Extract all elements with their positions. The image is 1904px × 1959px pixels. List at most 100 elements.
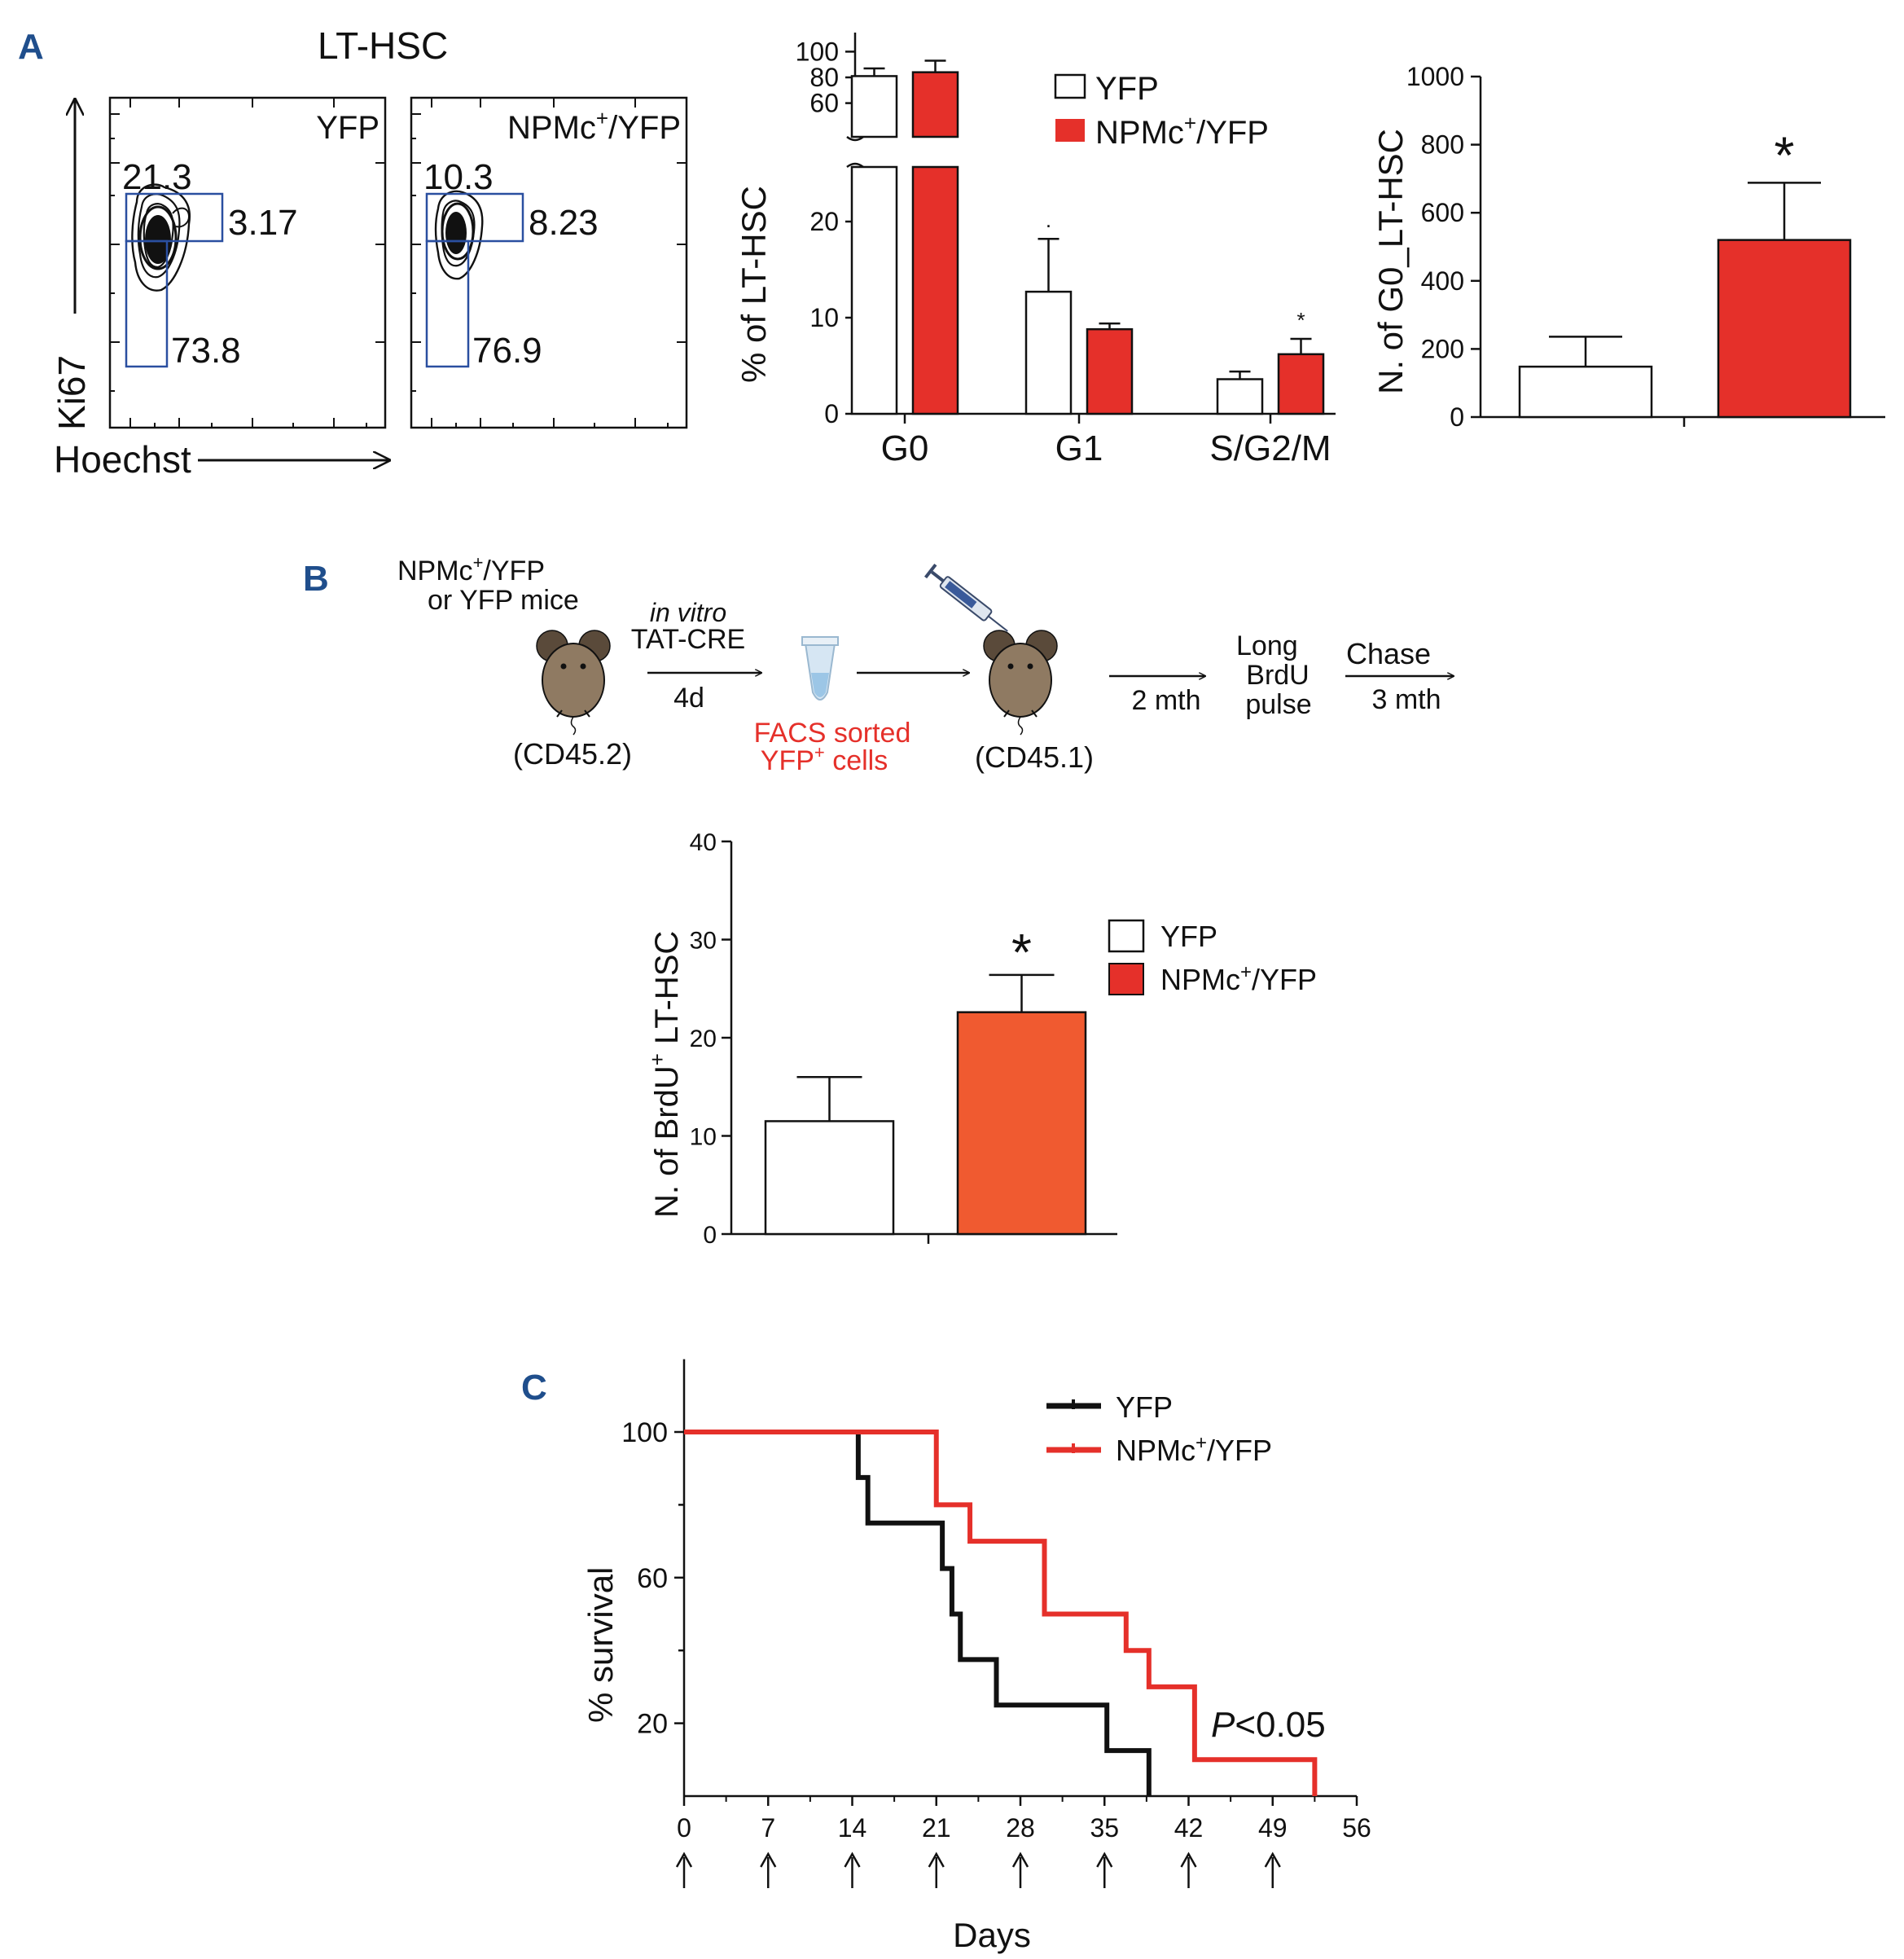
quadrant-right-value: 8.23 <box>529 203 599 243</box>
legend-label-npmc: NPMc+/YFP <box>1160 961 1317 996</box>
facs-ticks <box>110 98 385 428</box>
cc-ytick-label: 10 <box>809 303 839 332</box>
cc-bar-upper <box>850 75 898 138</box>
hoechst-label: Hoechst <box>54 438 191 481</box>
cc-ytick-label: 20 <box>809 207 839 236</box>
long-label: Long <box>1236 630 1298 661</box>
treatment-arrowhead <box>1264 1851 1281 1868</box>
facs-contour <box>434 190 484 280</box>
legend-label-yfp: YFP <box>1116 1390 1173 1424</box>
surv-ytick-label: 20 <box>637 1709 668 1740</box>
facs-ticks <box>411 98 687 428</box>
surv-xtick-label: 49 <box>1258 1813 1288 1843</box>
sort2-sup: + <box>814 742 825 762</box>
brdu-ytick-label: 20 <box>690 1026 717 1052</box>
cc-bar <box>1216 378 1264 415</box>
gate-bottom <box>125 239 169 368</box>
facs-contour <box>131 183 191 292</box>
surv-xtick-label: 7 <box>761 1813 775 1843</box>
gate-top <box>425 192 524 243</box>
facs-sorted-label: FACS sorted <box>754 718 911 749</box>
donor-label: (CD45.2) <box>513 737 632 771</box>
cc-bar <box>1277 353 1325 415</box>
legend-label-yfp: YFP <box>1160 920 1217 953</box>
treatment-arrowhead <box>844 1851 861 1868</box>
cc-ytick-label: 80 <box>809 63 839 92</box>
brdu-ylabel-rest: LT-HSC <box>649 931 685 1053</box>
pvalue-p: P <box>1211 1705 1235 1745</box>
src1-main: NPMc <box>397 556 473 586</box>
legend-npmc-sup: + <box>1240 961 1252 983</box>
g0-ytick-label: 400 <box>1421 266 1464 296</box>
brdu-bar <box>764 1120 895 1236</box>
cc-bar <box>1086 327 1134 415</box>
recipient-mouse-icon <box>983 630 1058 736</box>
survival-xlabel: Days <box>953 1916 1031 1954</box>
g0-bar <box>1518 365 1653 419</box>
gate-top <box>125 192 224 243</box>
surv-ytick-label: 60 <box>637 1563 668 1594</box>
facs-plot-label: YFP <box>316 110 379 146</box>
g0-bar <box>1717 239 1852 419</box>
quadrant-right-value: 3.17 <box>228 203 298 243</box>
cc-xtick-label: G0 <box>881 428 929 468</box>
survival-line-npmc <box>684 1430 1318 1796</box>
cc-ytick-label: 100 <box>796 37 839 66</box>
wait-label: 2 mth <box>1131 685 1200 716</box>
treatment-arrowhead <box>675 1851 693 1868</box>
survival-line-yfp <box>684 1430 1152 1796</box>
facs-frame <box>410 96 688 429</box>
survival-legend: YFP NPMc+/YFP <box>1046 1390 1272 1467</box>
source-mice-line2: or YFP mice <box>428 585 579 616</box>
cc-ytick-label: 0 <box>824 399 839 428</box>
g0-ytick-label: 800 <box>1421 130 1464 160</box>
panel-letter-a: A <box>18 27 44 67</box>
brdu-bar <box>956 1011 1087 1236</box>
legend-swatch-yfp <box>1108 919 1145 953</box>
legend-swatch-npmc <box>1055 119 1085 142</box>
legend-label-npmc: NPMc+/YFP <box>1095 111 1269 151</box>
legend-label-npmc: NPMc+/YFP <box>1116 1432 1272 1467</box>
syringe-icon <box>923 563 1008 632</box>
treatment-arrowhead <box>1096 1851 1113 1868</box>
brdu-ytick-label: 30 <box>690 928 717 955</box>
treatment-arrowhead <box>1180 1851 1197 1868</box>
survival-ylabel: % survival <box>581 1567 620 1723</box>
brdu-ylabel: N. of BrdU+ LT-HSC <box>645 931 685 1218</box>
brdu-ytick-label: 10 <box>690 1124 717 1151</box>
gate-bottom <box>425 239 470 368</box>
panel-letter-c: C <box>521 1368 547 1408</box>
surv-xtick-label: 56 <box>1342 1813 1371 1843</box>
cc-annotation: * <box>1296 308 1305 332</box>
brdu-ylabel-main: N. of BrdU <box>649 1065 685 1218</box>
g0-annotation: * <box>1775 125 1795 184</box>
cc-ylabel: % of LT-HSC <box>735 186 773 383</box>
days-label: 4d <box>673 683 704 714</box>
treatment-arrowhead <box>1011 1851 1029 1868</box>
surv-xtick-label: 42 <box>1174 1813 1204 1843</box>
surv-xtick-label: 0 <box>677 1813 691 1843</box>
cc-bar-upper <box>911 71 959 138</box>
legend-swatch-npmc <box>1108 963 1144 995</box>
label-main: NPMc <box>507 110 596 146</box>
panel-letter-b: B <box>303 559 329 599</box>
facs-plot-label: NPMc+/YFP <box>507 106 681 146</box>
surv-ytick-label: 100 <box>621 1417 668 1448</box>
brdu-legend: YFP NPMc+/YFP <box>1108 919 1317 996</box>
legend-npmc-main: NPMc <box>1095 115 1184 151</box>
quadrant-bottom-value: 73.8 <box>171 331 241 371</box>
cc-bar-lower <box>911 165 959 415</box>
g0count-chart: N. of G0_LT-HSC 0 200 400 600 800 1000 * <box>1371 62 1885 432</box>
legend-npmc-main: NPMc <box>1160 963 1240 996</box>
cc-legend: YFP NPMc+/YFP <box>1054 71 1269 151</box>
yfp-cells-label: YFP+ cells <box>761 742 888 776</box>
brdu-annotation: * <box>1011 923 1032 982</box>
quadrant-bottom-value: 76.9 <box>472 331 542 371</box>
cc-xtick-label: S/G2/M <box>1209 428 1331 468</box>
surv-xtick-label: 14 <box>838 1813 867 1843</box>
tube-icon <box>801 636 839 701</box>
g0-ytick-label: 0 <box>1450 402 1464 432</box>
cc-bar-lower <box>850 165 898 415</box>
brdu-label: BrdU <box>1246 660 1309 691</box>
